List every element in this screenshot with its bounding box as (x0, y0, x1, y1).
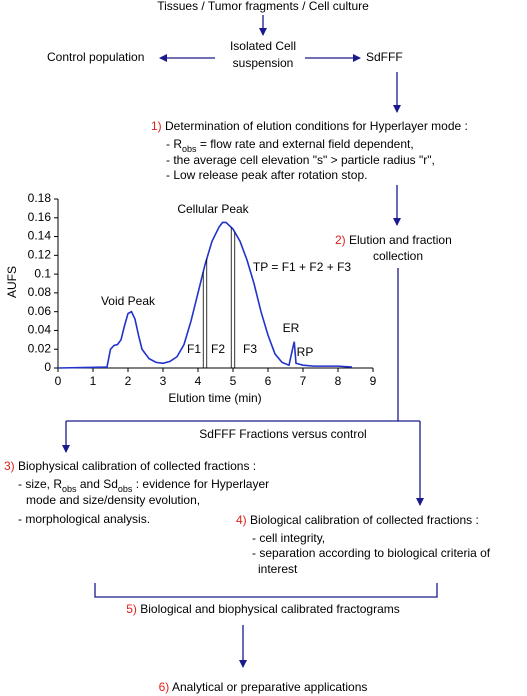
item-text: - R (166, 137, 182, 151)
item-text: : evidence for Hyperlayer (132, 477, 269, 491)
subscript: obs (182, 144, 197, 154)
y-tick-label: 0.12 (28, 248, 52, 262)
step-text: Biological calibration of collected frac… (250, 513, 479, 527)
step-title: 2) Elution and fraction (335, 233, 452, 247)
suspension: suspension (233, 56, 294, 70)
step-item: - separation according to biological cri… (252, 546, 491, 560)
item-text: = flow rate and external field dependent… (197, 137, 414, 151)
x-tick-label: 0 (55, 374, 62, 388)
step-number: 6) (159, 680, 170, 694)
step-item: - size, Robs and Sdobs : evidence for Hy… (18, 477, 269, 494)
step-title: 6) Analytical or preparative application… (159, 680, 368, 694)
annotation: F2 (211, 342, 225, 356)
step-number: 2) (335, 233, 346, 247)
data-line (57, 221, 353, 369)
x-tick-label: 7 (300, 374, 307, 388)
step-number: 4) (236, 513, 247, 527)
step-text: Elution and fraction (349, 233, 452, 247)
step-title: 4) Biological calibration of collected f… (236, 513, 479, 527)
item-text: - size, R (18, 477, 62, 491)
step-item: - Robs = flow rate and external field de… (166, 137, 414, 154)
subscript: obs (62, 484, 77, 494)
step-text: Analytical or preparative applications (172, 680, 367, 694)
step-title: 5) Biological and biophysical calibrated… (126, 602, 400, 616)
item-text: - morphological analysis. (18, 512, 150, 526)
step-item: - the average cell elevation "s" > parti… (166, 153, 435, 167)
label: SdFFF Fractions versus control (199, 427, 366, 441)
item-text: - cell integrity, (252, 531, 325, 545)
control: Control population (47, 50, 144, 64)
step-text: collection (373, 249, 423, 263)
annotation: F3 (243, 342, 257, 356)
x-tick-label: 9 (370, 374, 377, 388)
y-axis-label: AUFS (5, 266, 19, 298)
source: Tissues / Tumor fragments / Cell culture (157, 0, 369, 13)
step-item: - morphological analysis. (18, 512, 150, 526)
subscript: obs (118, 484, 133, 494)
step-text: Determination of elution conditions for … (165, 119, 468, 133)
sdfff: SdFFF (366, 50, 403, 64)
x-tick-label: 8 (335, 374, 342, 388)
y-tick-label: 0.18 (28, 191, 52, 205)
step-item: interest (258, 562, 298, 576)
x-tick-label: 4 (195, 374, 202, 388)
annotation: Cellular Peak (177, 202, 249, 216)
step-title: 3) Biophysical calibration of collected … (4, 459, 256, 473)
y-tick-label: 0.08 (28, 285, 52, 299)
y-tick-label: 0 (44, 360, 51, 374)
item-text: - the average cell elevation "s" > parti… (166, 153, 435, 167)
bracket (94, 583, 438, 598)
y-tick-label: 0.04 (28, 323, 52, 337)
y-tick-label: 0.06 (28, 304, 52, 318)
annotation: Void Peak (101, 294, 156, 308)
suspension: Isolated Cell (230, 39, 296, 53)
step-title: 1) Determination of elution conditions f… (151, 119, 468, 133)
annotation: RP (297, 345, 314, 359)
step-text: Biological and biophysical calibrated fr… (140, 602, 399, 616)
step-number: 1) (151, 119, 162, 133)
x-tick-label: 2 (125, 374, 132, 388)
x-tick-label: 6 (265, 374, 272, 388)
item-text: and Sd (77, 477, 118, 491)
x-tick-label: 1 (90, 374, 97, 388)
step-text: Biophysical calibration of collected fra… (18, 459, 256, 473)
x-tick-label: 3 (160, 374, 167, 388)
annotation: TP = F1 + F2 + F3 (253, 260, 351, 274)
step-number: 3) (4, 459, 15, 473)
step-item: - cell integrity, (252, 531, 325, 545)
step-item: - Low release peak after rotation stop. (166, 168, 367, 182)
y-tick-label: 0.14 (28, 229, 52, 243)
item-text: - separation according to biological cri… (252, 546, 491, 560)
y-tick-label: 0.16 (28, 210, 52, 224)
item-text: interest (258, 562, 298, 576)
step-item: mode and size/density evolution, (26, 493, 200, 507)
annotation: ER (283, 321, 300, 335)
step-number: 5) (126, 602, 137, 616)
y-tick-label: 0.1 (34, 266, 51, 280)
item-text: - Low release peak after rotation stop. (166, 168, 367, 182)
x-tick-label: 5 (230, 374, 237, 388)
x-axis-label: Elution time (min) (168, 391, 261, 405)
y-tick-label: 0.02 (28, 341, 52, 355)
annotation: F1 (187, 342, 201, 356)
item-text: mode and size/density evolution, (26, 493, 200, 507)
